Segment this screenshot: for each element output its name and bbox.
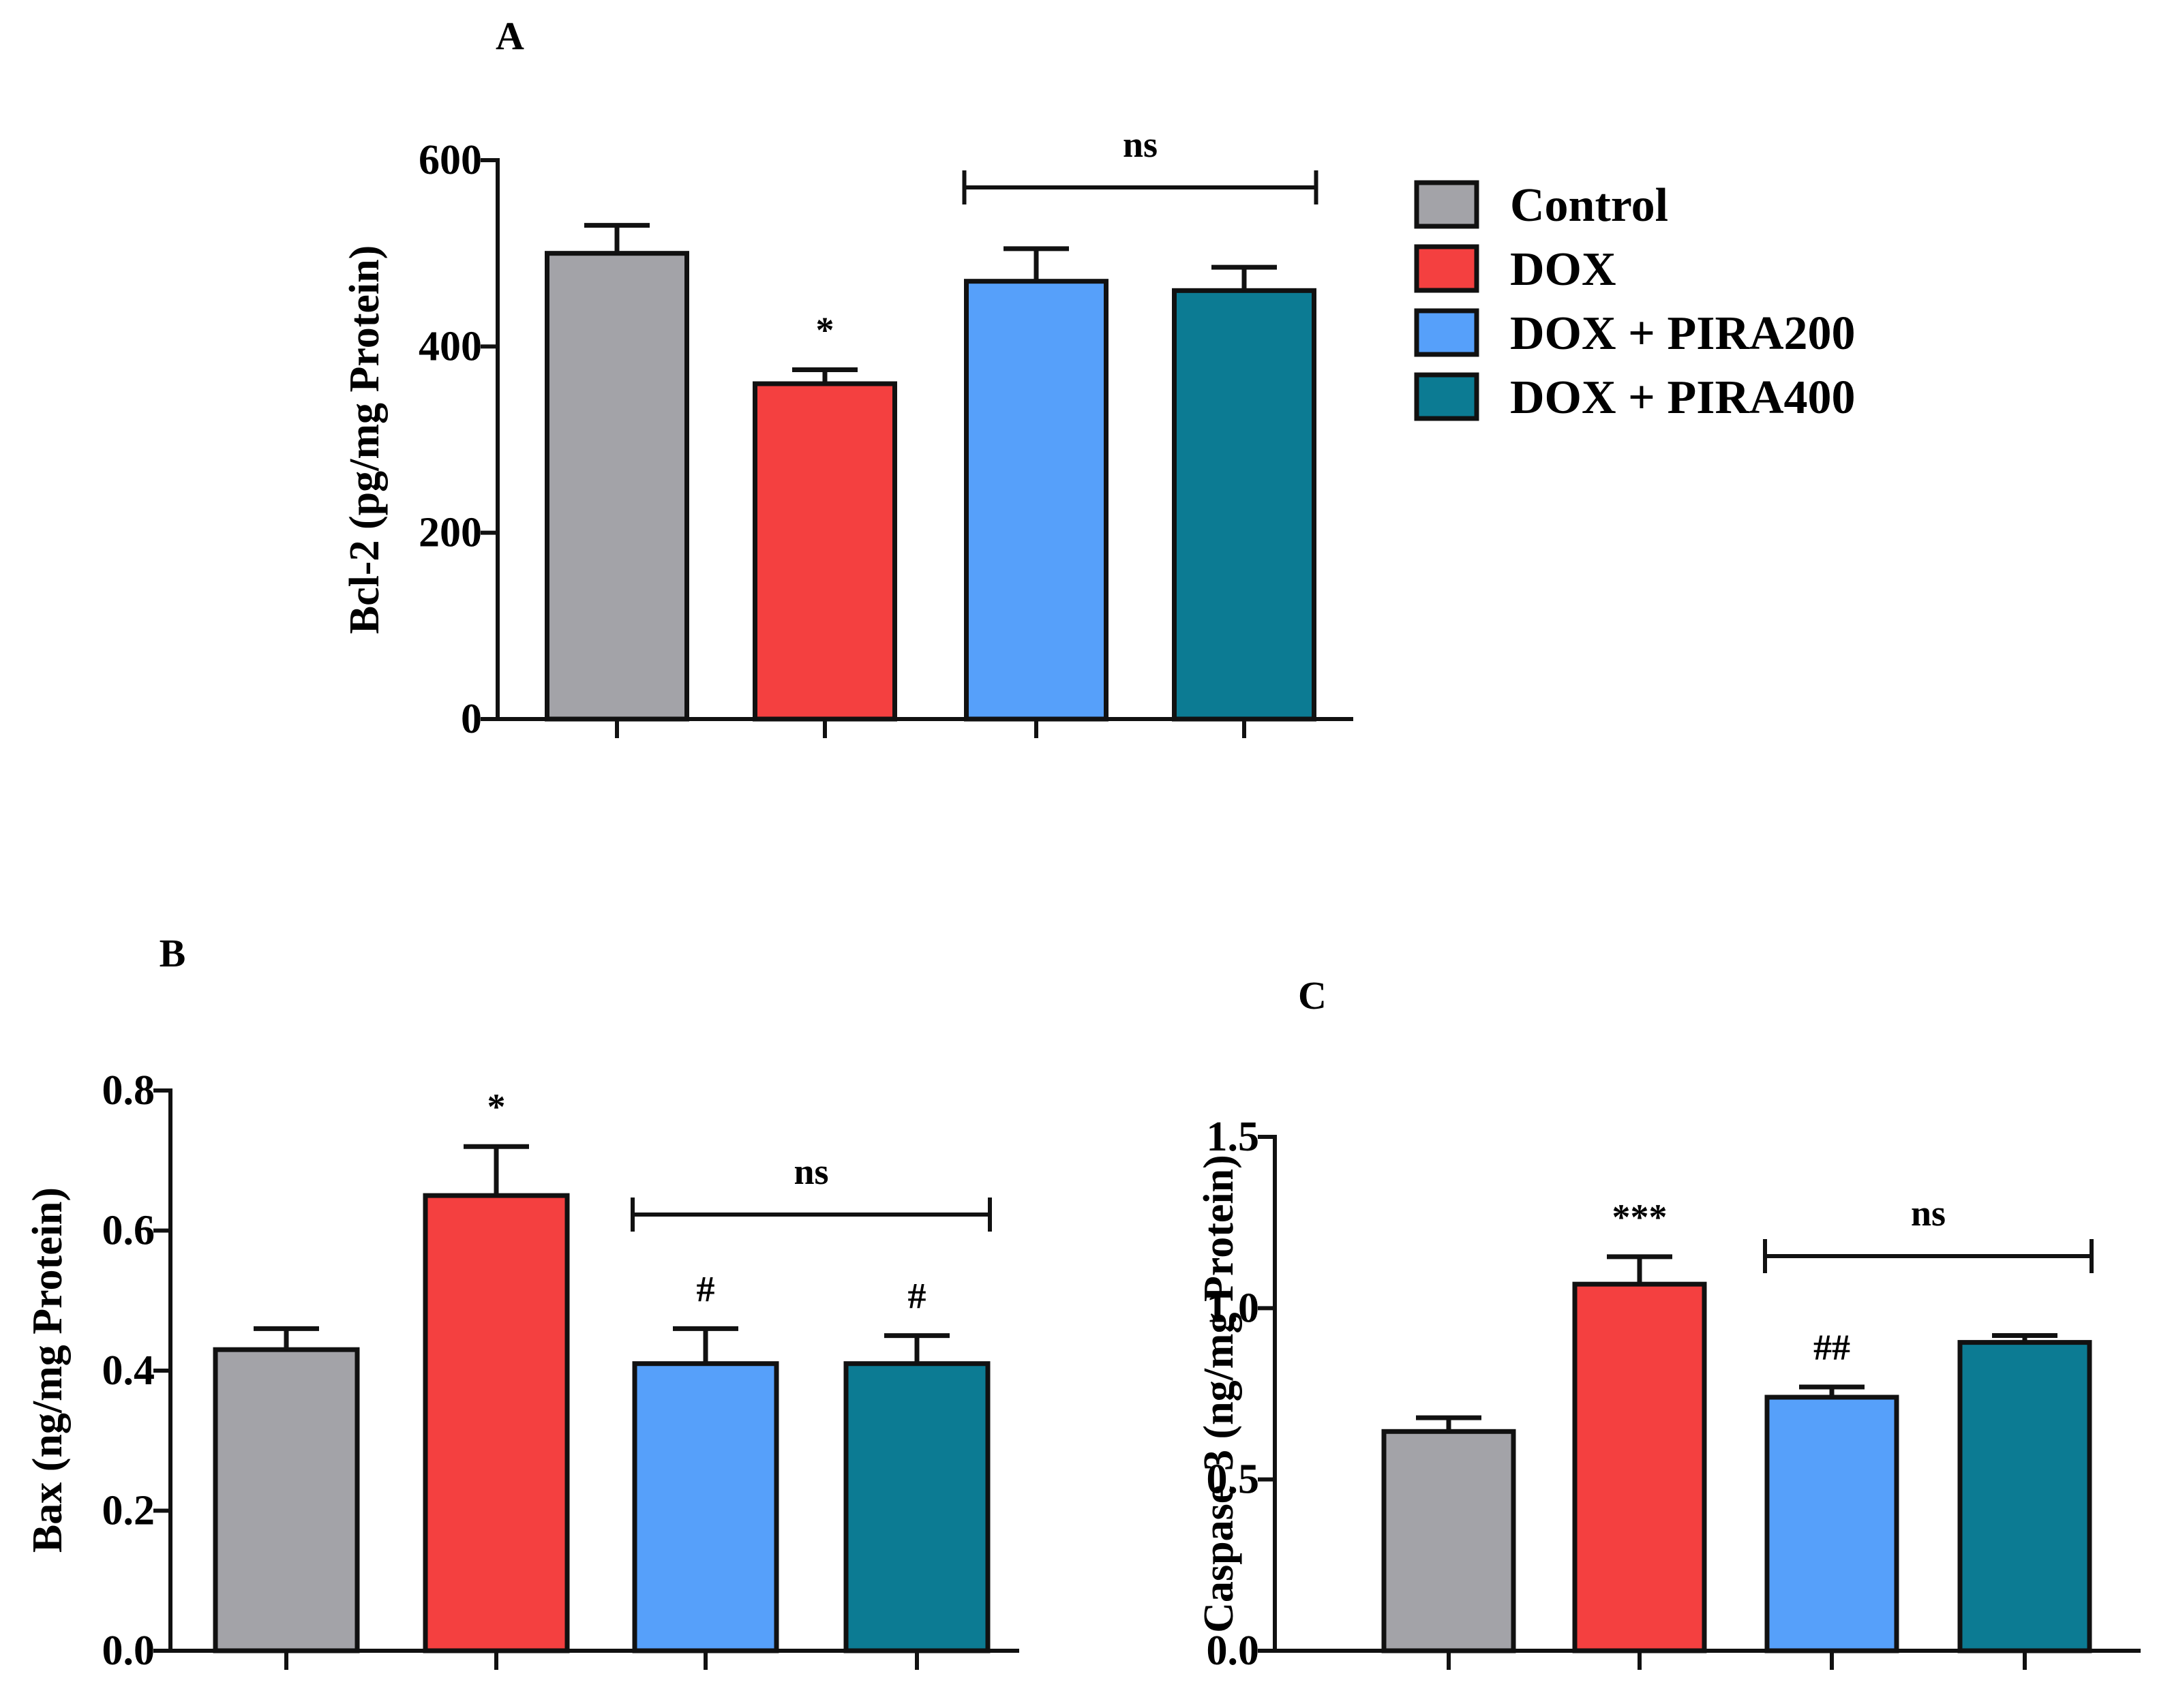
bar <box>1764 1394 1899 1653</box>
y-tick-label: 0.5 <box>1207 1457 1260 1503</box>
bar <box>1172 288 1316 722</box>
y-axis-label: Bax (ng/mg Protein) <box>25 1187 71 1553</box>
legend-label: Control <box>1510 179 1668 232</box>
bar <box>753 381 897 722</box>
legend-swatch <box>1414 180 1479 229</box>
bracket-label: ns <box>1911 1193 1946 1234</box>
significance-mark: *** <box>1612 1197 1668 1238</box>
legend-swatch <box>1414 244 1479 293</box>
bar <box>1381 1429 1516 1653</box>
significance-mark: * <box>487 1086 506 1127</box>
legend-swatch <box>1414 372 1479 421</box>
panel-letter: B <box>160 931 186 975</box>
y-tick-label: 0.0 <box>1207 1628 1260 1674</box>
significance-mark: * <box>816 310 834 351</box>
significance-mark: ## <box>1813 1327 1850 1368</box>
bar <box>843 1361 991 1653</box>
y-tick-label: 0.4 <box>102 1347 155 1394</box>
bar <box>545 251 689 722</box>
y-tick-label: 0.8 <box>102 1067 155 1114</box>
significance-mark: # <box>908 1276 926 1317</box>
y-tick-label: 0.2 <box>102 1488 155 1534</box>
legend-swatch <box>1414 308 1479 357</box>
y-tick-label: 200 <box>419 510 482 556</box>
significance-mark: # <box>697 1268 715 1309</box>
y-tick-label: 0.6 <box>102 1208 155 1254</box>
bracket-label: ns <box>794 1151 828 1192</box>
y-tick-label: 400 <box>419 323 482 369</box>
bar <box>632 1361 779 1653</box>
panel-letter: A <box>496 14 524 58</box>
panel-B: B * # #0.0 0.2 0.4 0.6 0.8 Bax (ng/mg Protein) ns <box>25 931 1019 1674</box>
y-tick-label: 1.5 <box>1207 1114 1260 1160</box>
legend-label: DOX <box>1510 243 1616 296</box>
y-tick-label: 1.0 <box>1207 1285 1260 1331</box>
bar <box>213 1347 360 1653</box>
bar <box>964 279 1108 722</box>
y-tick-label: 0.0 <box>102 1628 155 1674</box>
bar <box>423 1193 570 1653</box>
bar <box>1572 1281 1707 1653</box>
y-axis-label: Bcl-2 (pg/mg Protein) <box>342 245 388 635</box>
bar <box>1957 1340 2092 1653</box>
panel-letter: C <box>1298 973 1327 1018</box>
y-tick-label: 600 <box>419 137 482 183</box>
legend-label: DOX + PIRA400 <box>1510 371 1856 424</box>
y-tick-label: 0 <box>461 696 482 742</box>
bracket-label: ns <box>1123 124 1158 165</box>
legend-label: DOX + PIRA200 <box>1510 307 1856 360</box>
legend: Control DOX DOX + PIRA200 DOX + PIRA400 <box>1414 179 1856 424</box>
y-axis-label: Caspase-3 (ng/mg Protein) <box>1196 1155 1242 1632</box>
panel-A: A * 0 200 400 600 Bcl-2 (pg/mg Protein) ns <box>342 14 1353 742</box>
